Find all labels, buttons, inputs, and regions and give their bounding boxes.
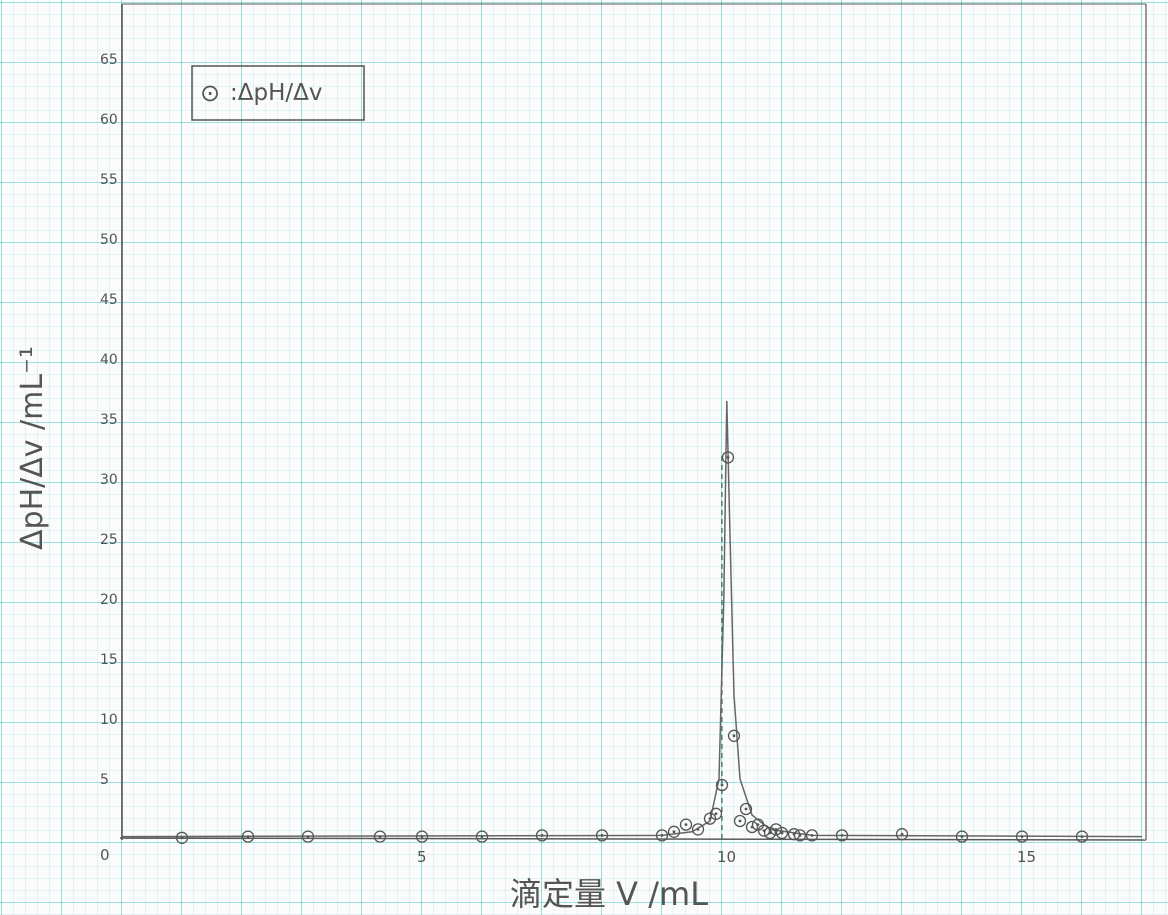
data-points — [175, 451, 1089, 844]
legend-symbol: ⊙ — [200, 79, 220, 107]
data-point — [739, 802, 753, 816]
data-point — [835, 829, 849, 842]
y-tick-label: 15 — [100, 652, 118, 668]
x-tick-label: 10 — [717, 848, 736, 866]
y-tick-label: 60 — [100, 112, 118, 128]
y-tick-label: 40 — [100, 352, 118, 368]
data-point — [415, 830, 429, 843]
data-point — [727, 729, 741, 742]
y-tick-label: 65 — [100, 52, 118, 68]
data-point — [805, 829, 819, 842]
data-point — [733, 814, 747, 828]
data-point — [955, 830, 969, 843]
y-tick-label: 35 — [100, 412, 118, 428]
legend-text: :ΔpH/Δv — [230, 80, 322, 106]
y-tick-label: 5 — [100, 772, 109, 788]
data-point — [535, 829, 549, 842]
data-point — [793, 829, 807, 842]
data-point — [595, 829, 609, 842]
y-tick-label: 20 — [100, 592, 118, 608]
data-point — [715, 778, 729, 792]
y-tick-label: 30 — [100, 472, 118, 488]
data-point — [679, 818, 693, 831]
y-tick-label: 10 — [100, 712, 118, 728]
legend-box — [191, 65, 365, 121]
y-tick-label: 45 — [100, 292, 118, 308]
x-tick-label: 5 — [417, 848, 427, 866]
x-axis-title: 滴定量 V /mL — [510, 875, 708, 913]
y-axis-title: ΔpH/Δv /mL⁻¹ — [15, 346, 50, 550]
data-point — [667, 825, 681, 838]
data-point — [721, 451, 735, 464]
y-tick-label: 50 — [100, 232, 118, 248]
data-point — [709, 807, 723, 820]
data-point — [475, 830, 489, 843]
data-point — [691, 823, 705, 836]
x-axis — [119, 837, 1147, 841]
data-point — [1015, 830, 1029, 843]
data-point — [655, 829, 669, 842]
x-tick-labels: 5 10 15 — [417, 848, 1036, 866]
fit-curve — [121, 400, 1143, 838]
origin-label: 0 — [100, 846, 110, 864]
x-tick-label: 15 — [1017, 848, 1036, 866]
axes — [119, 3, 1147, 841]
y-tick-label: 25 — [100, 532, 118, 548]
data-point — [241, 830, 255, 843]
data-point — [1075, 830, 1089, 843]
data-point — [301, 830, 315, 843]
y-tick-labels: 5 10 15 20 25 30 35 40 45 50 55 60 65 — [100, 52, 118, 788]
data-point — [775, 826, 789, 840]
y-tick-label: 55 — [100, 172, 118, 188]
legend: ⊙ :ΔpH/Δv — [191, 65, 365, 121]
data-point — [175, 831, 189, 844]
data-point — [373, 830, 387, 843]
data-point — [895, 828, 909, 841]
